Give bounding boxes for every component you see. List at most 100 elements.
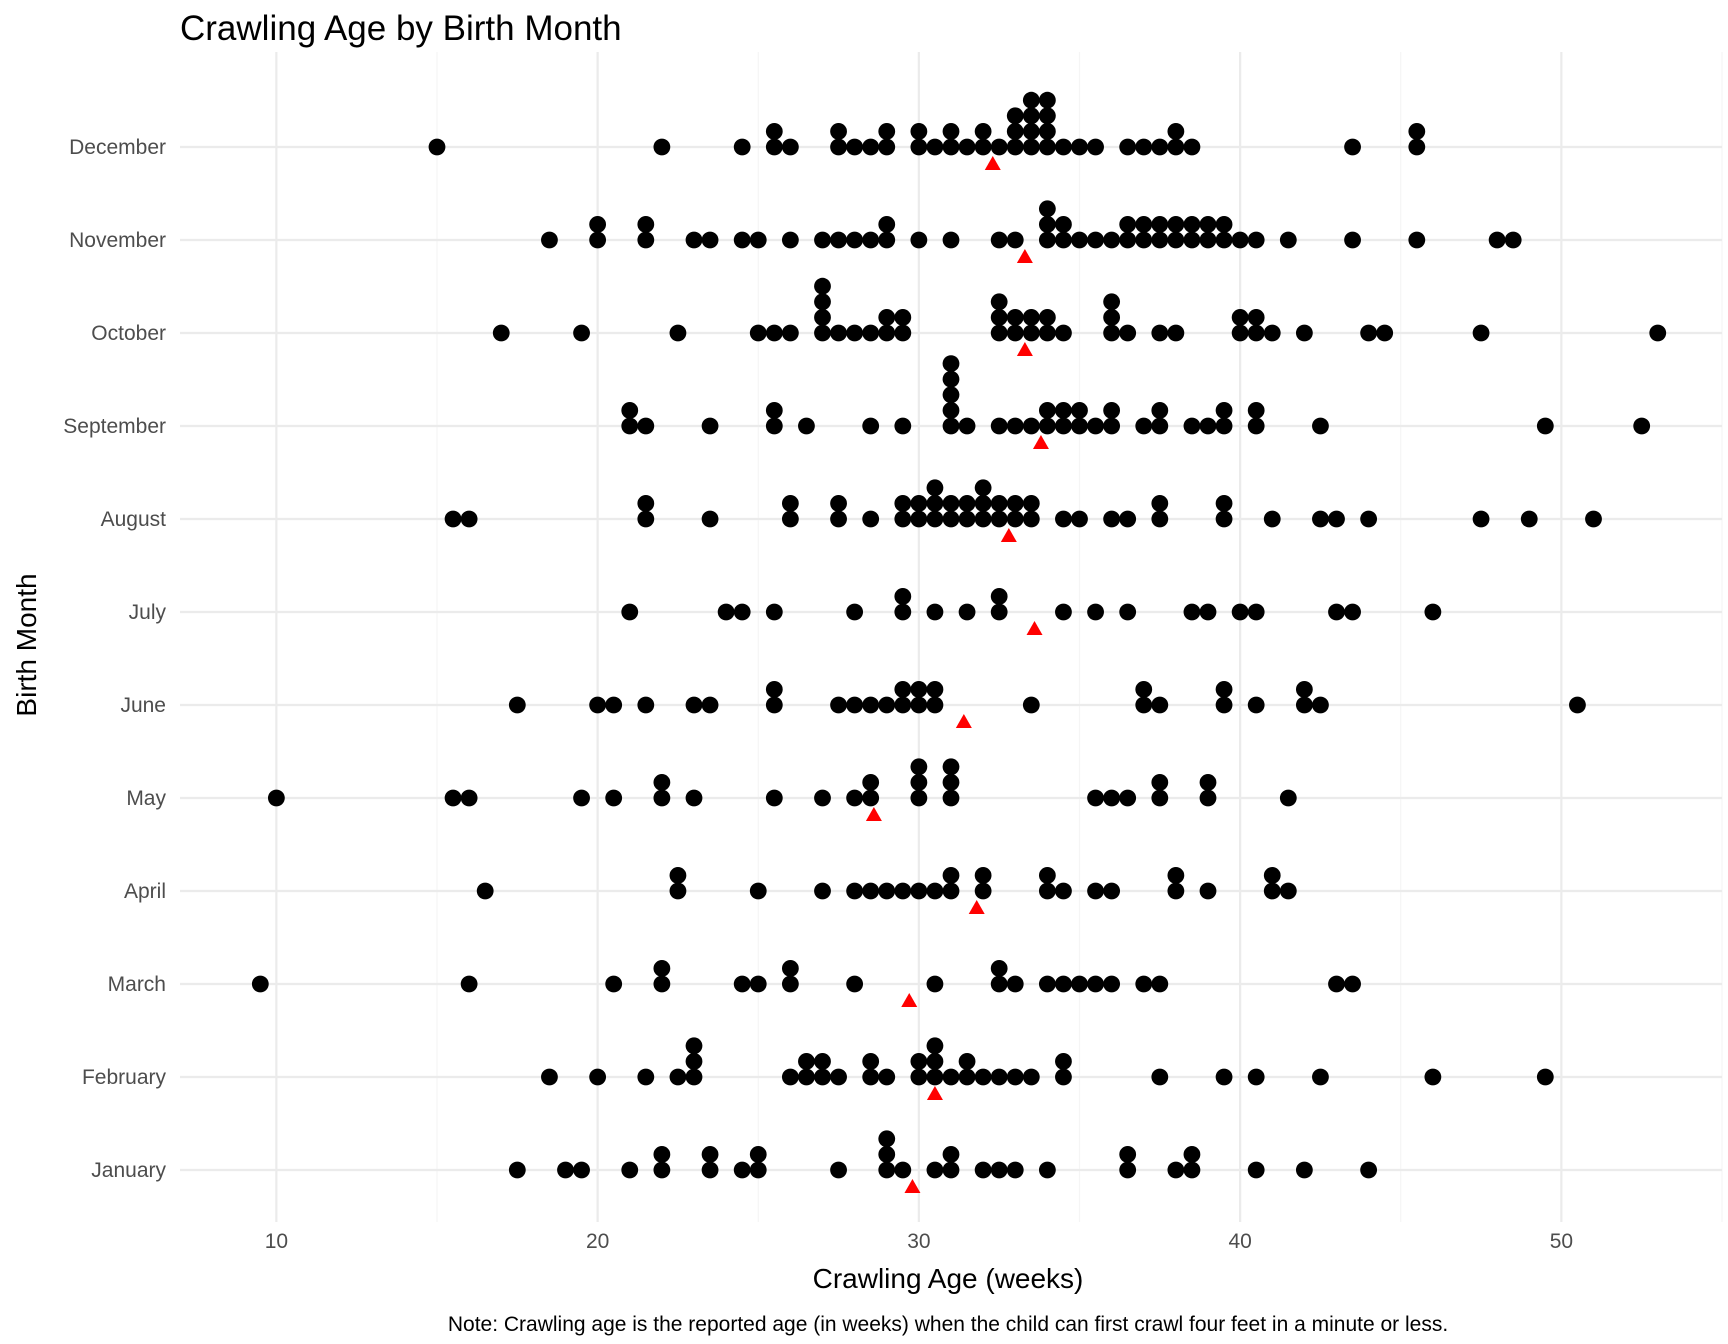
data-point	[765, 696, 783, 714]
data-point	[1199, 231, 1217, 249]
data-point	[1215, 216, 1233, 233]
data-point	[1151, 417, 1169, 435]
data-point	[1006, 975, 1024, 993]
data-point	[878, 696, 896, 714]
data-point	[589, 216, 607, 233]
data-point	[1263, 510, 1281, 528]
data-point	[1585, 510, 1602, 528]
data-point	[765, 402, 783, 419]
data-point	[637, 510, 655, 528]
data-point	[1022, 122, 1040, 140]
data-point	[1055, 975, 1072, 993]
axis-ticks: 10 20 30 40 50 January February March April May Ju…	[63, 136, 1573, 1253]
data-point	[1006, 107, 1024, 125]
data-point	[974, 1068, 992, 1086]
data-point	[942, 510, 960, 528]
data-point	[814, 324, 831, 342]
data-point	[1247, 324, 1265, 342]
data-point	[1247, 603, 1265, 621]
data-point	[958, 1068, 976, 1086]
data-point	[942, 1146, 960, 1163]
data-point	[1328, 975, 1345, 993]
data-point	[781, 975, 799, 993]
data-point	[267, 789, 285, 807]
data-point	[1312, 510, 1329, 528]
data-point	[990, 495, 1008, 512]
y-tick-label: March	[108, 973, 166, 996]
data-point	[1312, 417, 1329, 435]
data-point	[573, 789, 590, 807]
data-point	[894, 495, 912, 512]
data-point	[910, 758, 928, 776]
data-point	[637, 417, 655, 435]
data-point	[508, 696, 526, 714]
data-point	[1408, 138, 1426, 156]
data-point	[685, 231, 703, 249]
data-point	[942, 882, 960, 900]
data-point	[669, 882, 687, 900]
data-point	[1119, 216, 1137, 233]
data-point	[830, 495, 847, 512]
data-point	[701, 1146, 719, 1163]
data-point	[958, 1053, 976, 1070]
data-point	[653, 138, 671, 156]
data-point	[781, 960, 799, 977]
data-point	[1263, 324, 1281, 342]
data-point	[926, 1068, 944, 1086]
data-point	[701, 510, 719, 528]
data-point	[685, 696, 703, 714]
data-point	[1071, 402, 1088, 419]
data-point	[1247, 1068, 1265, 1086]
data-point	[653, 774, 671, 791]
data-point	[1633, 417, 1651, 435]
y-tick-label: November	[69, 229, 166, 252]
data-point	[974, 138, 992, 156]
data-point	[1344, 138, 1361, 156]
data-point	[1055, 1068, 1072, 1086]
data-point	[814, 1053, 831, 1070]
data-point	[1263, 867, 1281, 884]
data-point	[685, 789, 703, 807]
data-point	[910, 510, 928, 528]
data-point	[1295, 324, 1313, 342]
data-point	[492, 324, 510, 342]
data-point	[1151, 495, 1169, 512]
data-point	[798, 417, 815, 435]
mean-marker	[1026, 621, 1043, 635]
data-point	[605, 789, 623, 807]
data-point	[990, 417, 1008, 435]
data-point	[1087, 603, 1104, 621]
data-point	[942, 774, 960, 791]
data-point	[942, 867, 960, 884]
data-point	[1360, 1161, 1378, 1179]
data-point	[1472, 510, 1490, 528]
data-point	[1151, 231, 1169, 249]
data-point	[926, 479, 944, 497]
data-point	[830, 138, 847, 156]
data-point	[990, 138, 1008, 156]
data-point	[894, 603, 912, 621]
data-point	[958, 603, 976, 621]
data-point	[942, 789, 960, 807]
data-point	[733, 138, 751, 156]
data-point	[1006, 324, 1024, 342]
data-point	[894, 309, 912, 326]
data-point	[846, 138, 864, 156]
data-point	[589, 696, 607, 714]
data-point	[910, 138, 928, 156]
data-point	[862, 1053, 880, 1070]
data-point	[653, 1161, 671, 1179]
data-point	[460, 975, 478, 993]
data-point	[1038, 324, 1056, 342]
data-point	[878, 1146, 896, 1163]
data-point	[878, 324, 896, 342]
data-point	[830, 696, 847, 714]
data-point	[1119, 510, 1137, 528]
data-point	[749, 1146, 767, 1163]
data-point	[1151, 402, 1169, 419]
y-tick-label: April	[124, 880, 166, 903]
data-point	[1183, 603, 1201, 621]
data-point	[733, 1161, 751, 1179]
x-tick-label: 10	[265, 1230, 288, 1253]
data-point	[814, 293, 831, 311]
